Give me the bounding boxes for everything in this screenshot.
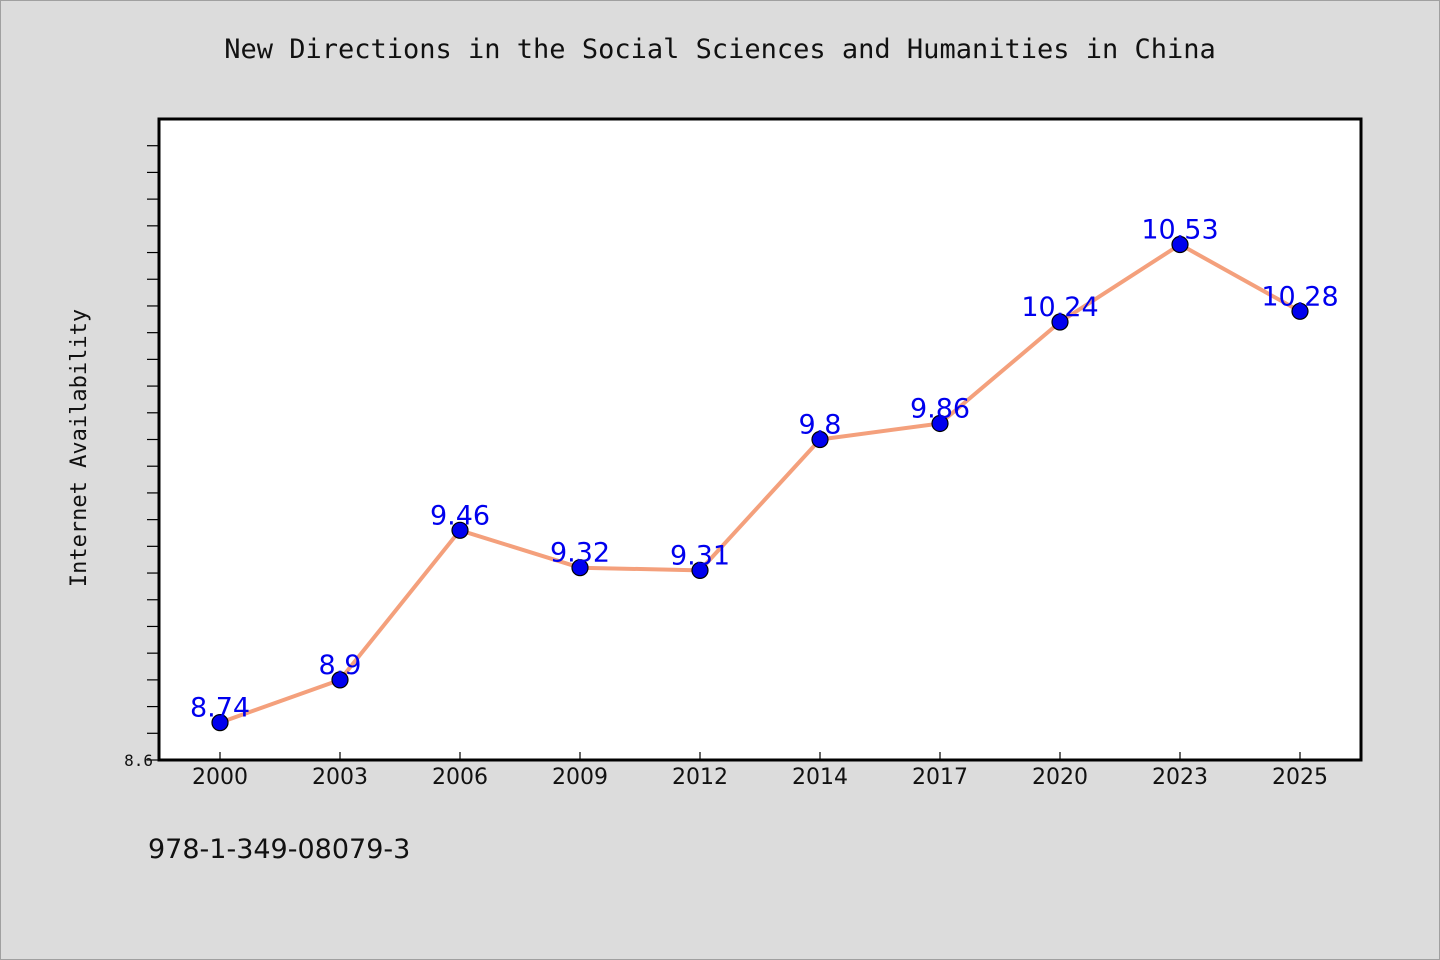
data-label: 9.8 [799,410,842,441]
data-label: 10.28 [1261,281,1338,312]
x-tick-label: 2003 [312,765,368,790]
data-point [211,714,229,732]
chart-title: New Directions in the Social Sciences an… [224,34,1216,65]
data-point [331,671,349,689]
x-tick-label: 2000 [192,765,248,790]
series-line [218,242,1302,725]
data-label: 9.46 [430,500,490,531]
data-label: 9.32 [550,538,610,569]
data-point [691,561,709,579]
isbn-code: 978-1-349-08079-3 [148,834,411,865]
data-label: 10.53 [1141,215,1218,246]
data-label: 9.86 [910,393,970,424]
x-tick-label: 2025 [1272,765,1328,790]
y-axis-ticks: 8.6 [124,145,159,770]
data-point [1171,235,1189,254]
x-tick-label: 2017 [912,765,968,790]
data-label: 9.31 [670,540,730,571]
data-point [1291,302,1309,320]
data-point [931,414,949,433]
data-labels: 8.74 8.9 9.46 9.32 9.31 9.8 9.86 10.24 10.53 10.2… [190,215,1339,724]
data-markers [211,235,1309,732]
x-tick-label: 2020 [1032,765,1088,790]
x-axis-ticks: 2000 2003 2006 2009 2012 2014 2017 2020 2023 2025 [192,752,1328,790]
x-tick-label: 2014 [792,765,848,790]
data-point [811,430,829,449]
data-label: 8.74 [190,693,250,724]
x-tick-label: 2023 [1152,765,1208,790]
series-line-group [218,242,1302,725]
data-point [1051,313,1069,331]
data-label: 10.24 [1021,292,1098,323]
x-tick-label: 2009 [552,765,608,790]
y-tick-label: 8.6 [124,751,153,770]
data-point [451,521,469,539]
data-point [571,559,589,577]
data-label: 8.9 [319,650,362,681]
y-axis-label: Internet Availability [67,309,92,587]
x-tick-label: 2006 [432,765,488,790]
x-tick-label: 2012 [672,765,728,790]
